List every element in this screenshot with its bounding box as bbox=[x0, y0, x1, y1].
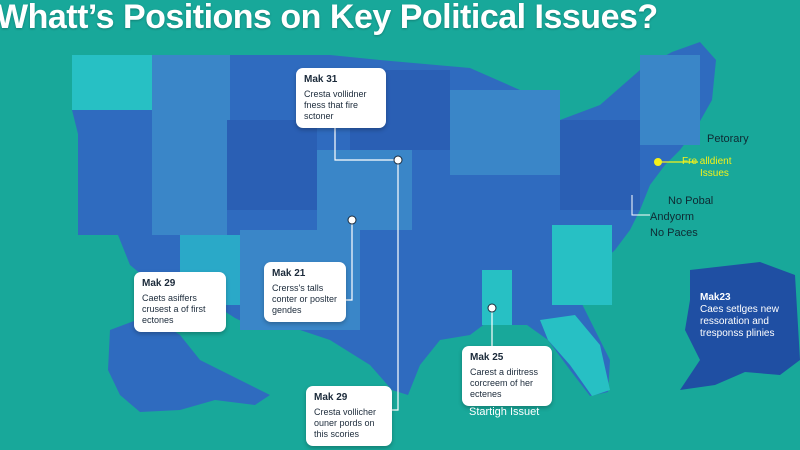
marker-east bbox=[654, 158, 662, 166]
label-andyorm: Andyorm bbox=[650, 211, 695, 223]
callout-north-title: Mak 31 bbox=[304, 74, 338, 85]
callout-south-title: Mak 29 bbox=[314, 392, 348, 403]
state-great-basin bbox=[152, 125, 227, 235]
state-mid-atlantic bbox=[560, 120, 640, 210]
callout-central-body: Crerss's talls conter or poslter gendes bbox=[272, 282, 338, 316]
state-southeast bbox=[552, 225, 612, 305]
label-petorary: Petorary bbox=[707, 133, 749, 145]
label-no-paces: No Paces bbox=[650, 227, 698, 239]
state-pacific-nw bbox=[72, 55, 152, 110]
label-highlight-line1: Fre alldient bbox=[682, 156, 732, 167]
state-alabama bbox=[482, 270, 512, 325]
callout-north-body: Cresta vollidner fness that fire sctoner bbox=[304, 88, 367, 122]
label-no-pobal: No Pobal bbox=[668, 195, 714, 207]
marker-southeast bbox=[487, 303, 497, 313]
label-highlight: Fre alldient Issues bbox=[682, 156, 731, 180]
callout-southwest-title: Mak 29 bbox=[142, 278, 176, 289]
callout-north[interactable]: Mak 31 Cresta vollidner fness that fire … bbox=[296, 68, 386, 129]
map-title: Whatt’s Positions on Key Political Issue… bbox=[0, 0, 658, 36]
state-great-lakes bbox=[450, 90, 560, 175]
state-ohio-valley bbox=[412, 175, 532, 245]
state-northwest bbox=[152, 55, 230, 125]
connector-east-lower bbox=[631, 195, 650, 216]
callout-south-body: Cresta vollicher ouner pords on this sco… bbox=[314, 406, 377, 440]
callout-southwest-body: Caets asiffers crusest a of first ectone… bbox=[142, 292, 206, 326]
state-florida bbox=[540, 315, 610, 396]
callout-south[interactable]: Mak 29 Cresta vollicher ouner pords on t… bbox=[306, 386, 392, 447]
callout-southeast-title: Mak 25 bbox=[470, 352, 504, 363]
callout-southeast-body: Carest a diritress corcreem of her ecten… bbox=[470, 366, 539, 400]
marker-central bbox=[347, 215, 357, 225]
alaska-note-body: Caes setlges new ressoration and trespon… bbox=[700, 304, 779, 339]
callout-southeast[interactable]: Mak 25 Carest a diritress corcreem of he… bbox=[462, 346, 552, 407]
state-west-coast bbox=[78, 110, 152, 235]
label-highlight-line2: Issues bbox=[700, 168, 729, 179]
footer-label: Startigh Issuet bbox=[469, 406, 540, 418]
callout-central[interactable]: Mak 21 Crerss's talls conter or poslter … bbox=[264, 262, 346, 323]
callout-central-title: Mak 21 bbox=[272, 268, 306, 279]
marker-north bbox=[393, 155, 403, 165]
alaska-note: Mak23 Caes setlges new ressoration and t… bbox=[700, 292, 795, 340]
state-new-england bbox=[640, 55, 700, 145]
callout-southwest[interactable]: Mak 29 Caets asiffers crusest a of first… bbox=[134, 272, 226, 333]
alaska-note-title: Mak23 bbox=[700, 292, 731, 303]
state-rockies bbox=[227, 120, 317, 210]
alaska-left-shape bbox=[108, 315, 270, 412]
alaska-right-shape bbox=[680, 262, 800, 390]
